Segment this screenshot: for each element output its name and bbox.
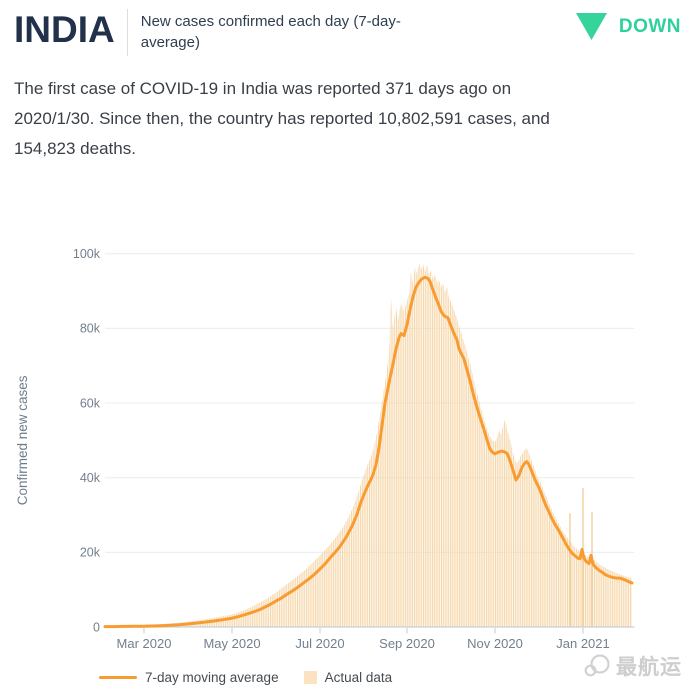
x-tick-label: Jul 2020 [295,636,344,651]
summary-line: 2020/1/30. Since then, the country has r… [14,109,550,128]
chart-legend: 7-day moving average Actual data [99,670,392,685]
trend-label: DOWN [618,15,681,37]
chart-plot-area[interactable]: 0 20k 40k 60k 80k 100k Mar 2020 May 2020 Jul 202… [0,230,689,660]
x-tick-label: Mar 2020 [117,636,172,651]
x-tick-label: Jan 2021 [556,636,610,651]
y-tick-label: 80k [80,322,101,336]
header: INDIA New cases confirmed each day (7-da… [14,6,681,56]
y-tick-label: 0 [93,620,100,634]
chart-subtitle: New cases confirmed each day (7-day-aver… [140,13,401,51]
actual-data-spike [591,512,593,627]
summary-paragraph: The first case of COVID-19 in India was … [14,74,682,164]
square-swatch-icon [303,671,317,684]
trend-chart[interactable]: 0 20k 40k 60k 80k 100k Mar 2020 May 2020 Jul 202… [0,230,689,660]
x-tick-label: Sep 2020 [379,636,435,651]
x-tick-label: Nov 2020 [467,636,523,651]
legend-item-actual-data: Actual data [303,670,393,685]
legend-label: 7-day moving average [145,670,279,685]
line-swatch-icon [99,676,137,679]
down-arrow-icon [575,13,607,40]
actual-data-area [107,261,632,627]
header-divider [126,9,128,56]
y-tick-label: 100k [73,247,101,261]
y-tick-label: 60k [80,396,101,410]
watermark-text: 最航运 [616,656,682,679]
y-axis-title: Confirmed new cases [15,375,30,505]
watermark-logo-icon [584,654,610,677]
watermark: 最航运 [583,651,682,681]
legend-label: Actual data [324,670,393,685]
legend-item-moving-average: 7-day moving average [99,670,279,685]
y-tick-label: 40k [80,471,101,485]
moving-average-line [103,275,634,629]
y-tick-label: 20k [80,546,101,560]
actual-data-spike [569,513,571,627]
summary-line: The first case of COVID-19 in India was … [14,79,512,98]
x-tick-label: May 2020 [203,636,260,651]
summary-line: 154,823 deaths. [14,139,136,158]
trend-indicator: DOWN [575,12,681,41]
country-title: INDIA [14,9,115,50]
